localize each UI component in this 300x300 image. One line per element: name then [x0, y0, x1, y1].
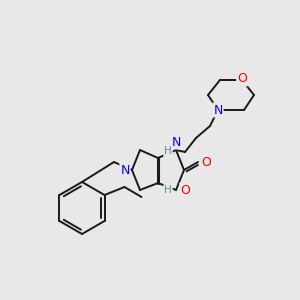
Text: N: N [213, 103, 223, 116]
Text: N: N [171, 136, 181, 148]
Text: O: O [237, 73, 247, 85]
Text: O: O [201, 155, 211, 169]
Text: H: H [164, 146, 172, 156]
Text: N: N [120, 164, 130, 176]
Text: O: O [180, 184, 190, 196]
Text: H: H [164, 185, 172, 195]
